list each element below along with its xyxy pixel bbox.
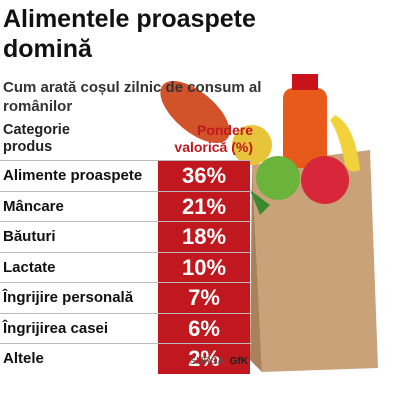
source-label: SURSA: (189, 356, 227, 367)
column-header: Categorie produs (3, 122, 70, 155)
lemon (232, 125, 272, 165)
share-value: 21% (158, 191, 250, 222)
share-value: 10% (158, 252, 250, 283)
source-name: GfK (229, 356, 248, 367)
banana (330, 115, 360, 172)
table-row: Băuturi 18% (0, 221, 252, 252)
category: Îngrijirea casei (3, 319, 109, 337)
table-row: Îngrijire personală 7% (0, 282, 252, 313)
share-value: 2% (158, 344, 250, 374)
share-value: 7% (158, 283, 250, 313)
category: Îngrijire personală (3, 289, 134, 306)
vegetable (160, 80, 230, 144)
share-value: 18% (158, 222, 250, 252)
source: SURSA: GfK (150, 356, 248, 367)
category: Mâncare (3, 197, 64, 215)
subtitle: Cum arată coșul zilnic de consum al româ… (3, 79, 262, 115)
bag-side (250, 165, 262, 372)
juice-bottle (283, 88, 327, 168)
category: Alimente proaspete (3, 167, 143, 184)
red-apple (301, 156, 349, 204)
category: Lactate (3, 258, 56, 276)
table-row: Alimente proaspete 36% (0, 160, 252, 191)
category: Altele (3, 350, 44, 367)
table-row: Lactate 10% (0, 251, 252, 283)
table-row: Mâncare 21% (0, 190, 252, 222)
bottle-cap (292, 74, 318, 90)
table-row: Altele 2% (0, 343, 252, 374)
share-value: 6% (158, 313, 250, 344)
bag (252, 150, 378, 372)
column-header: Pondere valorică (%) (174, 122, 253, 155)
table-row: Îngrijirea casei 6% (0, 312, 252, 344)
greens (250, 190, 270, 215)
share-value: 36% (158, 161, 250, 191)
green-apple (256, 156, 300, 200)
title: Alimentele proaspete domină (3, 5, 256, 63)
category: Băuturi (3, 228, 56, 245)
